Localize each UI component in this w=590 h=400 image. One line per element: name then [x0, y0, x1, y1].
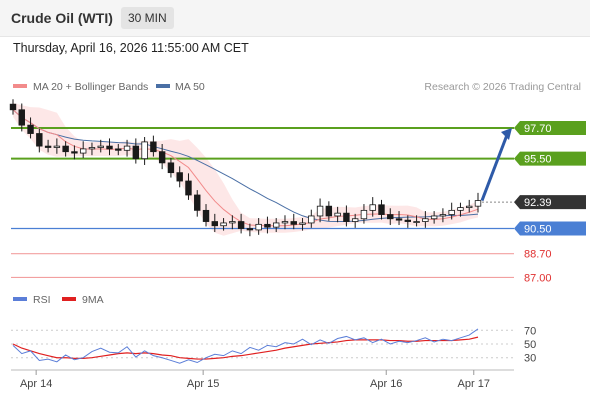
candle-body: [18, 109, 25, 126]
timeframe-badge[interactable]: 30 MIN: [121, 7, 174, 29]
candle-body: [290, 221, 297, 225]
current-label-box: [514, 195, 586, 210]
candle-body: [246, 228, 254, 231]
candles: [9, 99, 482, 237]
candle-body: [387, 214, 394, 220]
ma50-legend-label: MA 50: [175, 81, 205, 93]
rsi-panel: 70 50 30: [11, 325, 536, 365]
price-levels: 97.70 95.50 92.39 90.50 88.70 87.00: [11, 120, 586, 284]
candle-body: [229, 221, 236, 224]
candle-body: [220, 222, 227, 227]
candle-body: [150, 141, 157, 153]
x-axis: Apr 14 Apr 15 Apr 16 Apr 17: [20, 370, 490, 390]
rsi-ma-legend-swatch: [62, 297, 76, 301]
candle-body: [62, 145, 69, 153]
candle-body: [106, 145, 113, 150]
candle-body: [272, 222, 280, 228]
candle-body: [211, 221, 219, 227]
candle-body: [88, 147, 96, 150]
rsi-tick-label: 30: [524, 353, 536, 365]
level-label-4: 88.70: [524, 249, 552, 261]
target-arrow: [480, 127, 512, 202]
ma50-legend-swatch: [156, 84, 170, 88]
level-label-1: 95.50: [524, 154, 552, 166]
candle-body: [158, 151, 166, 164]
level-label-0: 97.70: [524, 123, 552, 135]
level-label-5: 87.00: [524, 272, 552, 284]
candle-body: [457, 207, 464, 211]
candle-body: [369, 204, 376, 211]
candle-body: [141, 141, 148, 160]
candle-body: [167, 162, 175, 174]
candle-body: [343, 212, 350, 222]
rsi-ma-line: [12, 336, 479, 360]
candle-body: [176, 172, 183, 182]
level-label-2: 92.39: [524, 197, 552, 209]
candle-body: [79, 148, 87, 154]
candle-body: [97, 145, 104, 148]
candle-body: [308, 215, 315, 224]
pivot-label-box: [514, 221, 586, 236]
instrument-title: Crude Oil (WTI): [11, 10, 113, 26]
rsi-line: [12, 328, 479, 364]
ma20-legend-swatch: [13, 84, 27, 88]
candle-body: [53, 145, 61, 148]
candle-body: [44, 145, 52, 148]
candle-body: [237, 221, 245, 229]
rsi-legend-swatch: [13, 297, 27, 301]
candle-body: [325, 205, 333, 217]
candle-body: [194, 194, 201, 211]
rsi-legend: RSI 9MA: [13, 294, 104, 306]
candle-body: [123, 145, 131, 151]
candle-body: [27, 124, 34, 134]
price-legend: MA 20 + Bollinger Bands MA 50: [13, 81, 205, 93]
candle-body: [9, 103, 17, 111]
candle-body: [281, 221, 289, 224]
bollinger-band: [13, 102, 478, 236]
candle-body: [422, 218, 429, 222]
candle-body: [255, 223, 262, 231]
ma20-legend-label: MA 20 + Bollinger Bands: [33, 81, 148, 93]
ma50-line: [12, 109, 479, 223]
candle-body: [264, 223, 271, 228]
x-tick-label: Apr 16: [370, 378, 402, 390]
target-arrow-shaft: [480, 134, 509, 202]
candle-body: [395, 218, 403, 221]
candle-body: [115, 148, 122, 151]
bollinger-band-area: [13, 102, 478, 236]
chart-header: Crude Oil (WTI) 30 MIN: [0, 0, 590, 37]
timestamp: Thursday, April 16, 2026 11:55:00 AM CET: [13, 41, 249, 55]
candle-body: [378, 204, 385, 215]
candle-body: [439, 214, 447, 217]
candle-body: [413, 221, 420, 223]
x-tick-label: Apr 14: [20, 378, 52, 390]
candle-body: [316, 205, 324, 217]
resistance-label-box: [514, 120, 586, 135]
x-tick-label: Apr 15: [187, 378, 219, 390]
candle-body: [334, 212, 341, 217]
candle-body: [202, 209, 210, 222]
candle-body: [404, 219, 412, 222]
candle-body: [351, 218, 359, 222]
candle-body: [36, 133, 43, 147]
candle-body: [430, 215, 438, 220]
candle-body: [466, 205, 473, 208]
candle-body: [448, 209, 455, 215]
level-label-3: 90.50: [524, 224, 552, 236]
resistance-label-box: [514, 151, 586, 166]
target-arrow-head: [501, 127, 512, 140]
candle-body: [360, 209, 368, 220]
rsi-legend-label: RSI: [33, 294, 51, 306]
research-credit: Research © 2026 Trading Central: [424, 81, 581, 93]
candle-body: [71, 151, 78, 154]
rsi-tick-label: 70: [524, 325, 536, 337]
candle-body: [299, 222, 306, 225]
candle-body: [185, 180, 192, 196]
x-tick-label: Apr 17: [458, 378, 490, 390]
candle-body: [474, 200, 482, 207]
rsi-tick-label: 50: [524, 339, 536, 351]
candle-body: [132, 145, 140, 160]
rsi-ma-legend-label: 9MA: [82, 294, 104, 306]
